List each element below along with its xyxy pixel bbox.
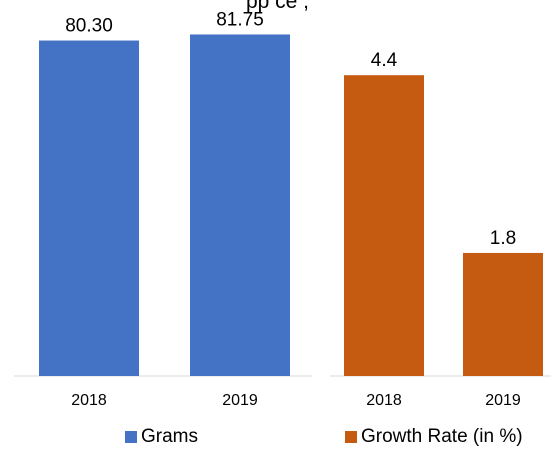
legend-item-growth-rate: Growth Rate (in %) [345,426,523,448]
chart-title-fragment: pp ce , [245,0,310,13]
legend-label-growth-rate: Growth Rate (in %) [361,426,523,447]
x-tick-label-2-2018: 2018 [366,392,402,409]
x-tick-label-1-2019: 2019 [222,392,258,409]
legend-swatch-grams [125,431,137,443]
data-label-2-2019: 1.8 [490,228,516,249]
bar-1-2018 [39,40,139,376]
legend-item-grams: Grams [125,426,198,448]
data-label-2-2018: 4.4 [371,50,398,71]
bar-1-2019 [190,34,290,376]
data-label-1-2018: 80.30 [65,16,113,37]
bar-2-2019 [463,252,543,376]
data-label-1-2019: 81.75 [216,9,264,30]
x-tick-label-2-2019: 2019 [485,392,521,409]
legend-swatch-growth-rate [345,431,357,443]
bar-2-2018 [344,75,424,376]
legend-label-grams: Grams [141,426,198,447]
x-tick-label-1-2018: 2018 [71,392,107,409]
